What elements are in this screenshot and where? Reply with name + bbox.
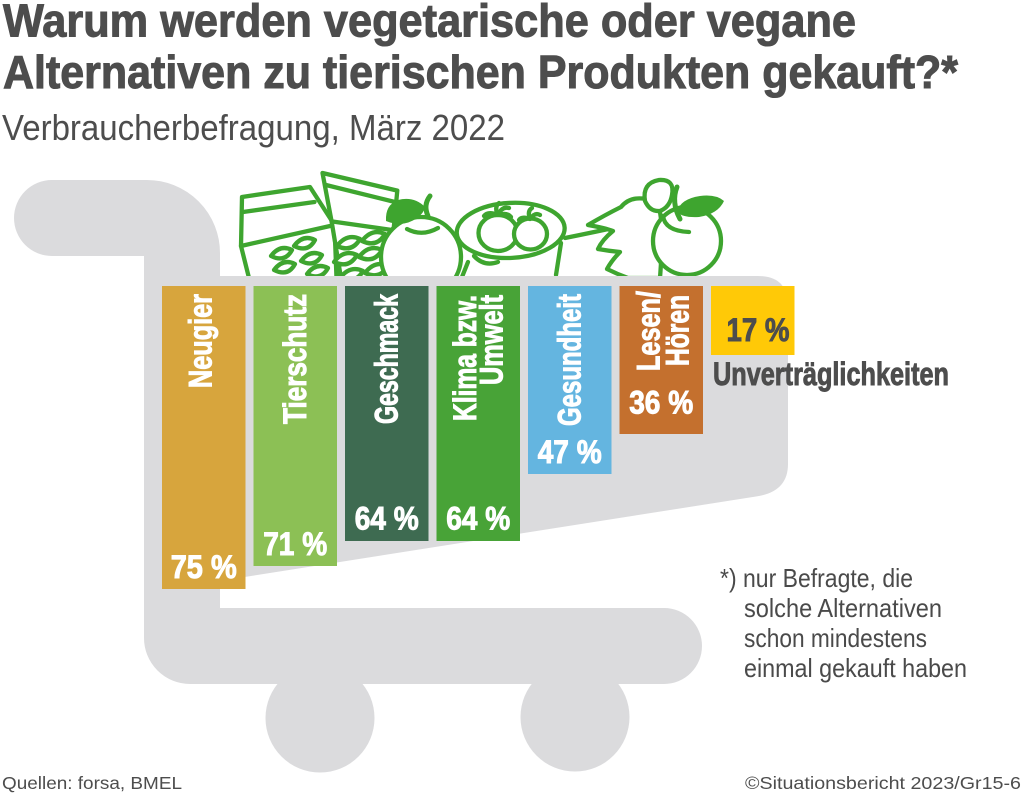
svg-text:64 %: 64 % (355, 501, 419, 537)
svg-text:Warum werden vegetarische oder: Warum werden vegetarische oder vegane (3, 0, 856, 47)
svg-text:Verbraucherbefragung, März 202: Verbraucherbefragung, März 2022 (2, 107, 505, 148)
svg-text:Gesundheit: Gesundheit (552, 294, 588, 426)
svg-text:Alternativen zu tierischen Pro: Alternativen zu tierischen Produkten gek… (3, 46, 958, 98)
svg-text:64 %: 64 % (446, 501, 510, 537)
svg-text:Umwelt: Umwelt (474, 295, 510, 385)
svg-text:36 %: 36 % (629, 385, 693, 421)
svg-text:Unverträglichkeiten: Unverträglichkeiten (713, 356, 949, 392)
svg-text:einmal gekauft haben: einmal gekauft haben (744, 653, 967, 683)
svg-text:Geschmack: Geschmack (369, 294, 405, 424)
svg-text:71 %: 71 % (263, 526, 327, 562)
svg-text:Lesen/: Lesen/ (631, 291, 667, 371)
svg-text:solche Alternativen: solche Alternativen (744, 593, 942, 623)
svg-text:*) nur Befragte, die: *) nur Befragte, die (720, 563, 913, 593)
svg-text:Hören: Hören (660, 295, 696, 366)
svg-text:17 %: 17 % (727, 312, 790, 348)
svg-text:Quellen: forsa, BMEL: Quellen: forsa, BMEL (2, 773, 182, 793)
svg-text:Tierschutz: Tierschutz (277, 294, 313, 424)
svg-text:Neugier: Neugier (183, 294, 219, 388)
svg-text:75 %: 75 % (171, 549, 237, 585)
svg-text:Klima bzw.: Klima bzw. (447, 295, 483, 421)
svg-text:schon mindestens: schon mindestens (744, 623, 927, 653)
svg-text:©Situationsbericht 2023/Gr15-6: ©Situationsbericht 2023/Gr15-6 (745, 773, 1021, 793)
svg-text:47 %: 47 % (538, 434, 602, 470)
